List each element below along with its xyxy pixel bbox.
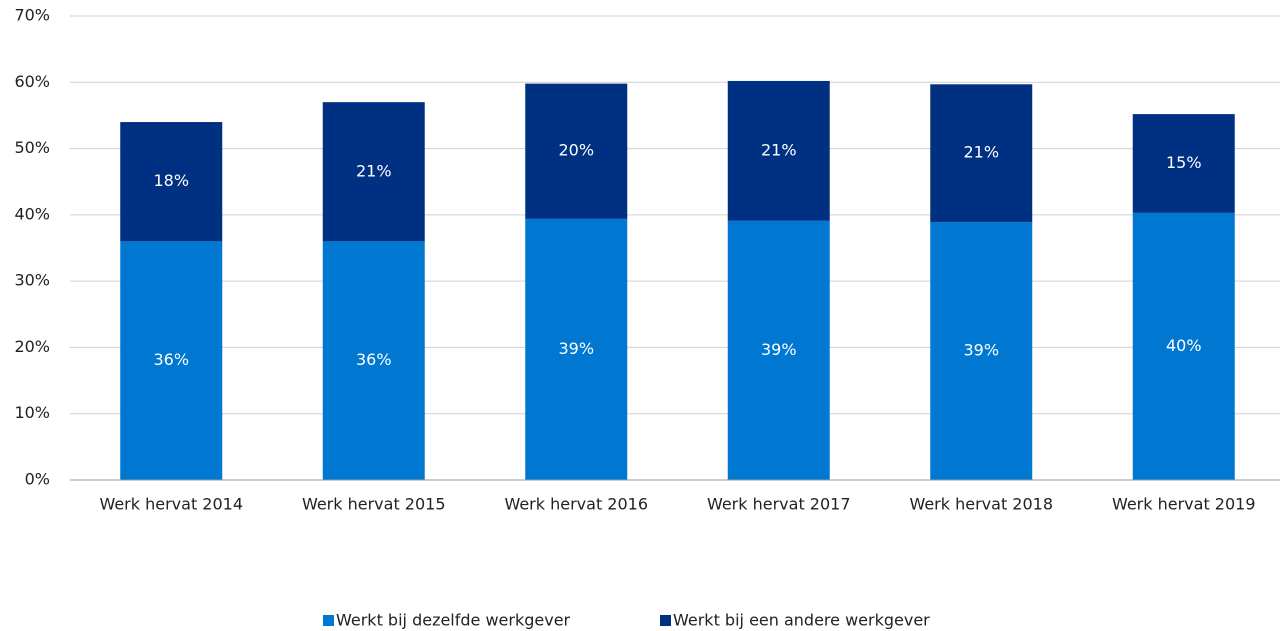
y-tick-label: 20% bbox=[14, 337, 50, 356]
y-tick-label: 30% bbox=[14, 271, 50, 290]
legend-swatch bbox=[660, 615, 671, 626]
x-tick-label: Werk hervat 2019 bbox=[1112, 495, 1256, 514]
x-tick-label: Werk hervat 2018 bbox=[909, 495, 1053, 514]
legend-swatch bbox=[323, 615, 334, 626]
legend-label: Werkt bij een andere werkgever bbox=[673, 611, 930, 630]
data-label: 21% bbox=[761, 140, 797, 159]
y-tick-label: 50% bbox=[14, 138, 50, 157]
y-tick-label: 60% bbox=[14, 72, 50, 91]
data-label: 15% bbox=[1166, 153, 1202, 172]
bar-segment bbox=[120, 122, 223, 242]
y-tick-label: 70% bbox=[14, 6, 50, 25]
legend-label: Werkt bij dezelfde werkgever bbox=[336, 611, 571, 630]
bar-segment bbox=[322, 241, 425, 480]
bar-segment bbox=[930, 222, 1033, 481]
data-label: 18% bbox=[153, 171, 189, 190]
data-label: 39% bbox=[761, 340, 797, 359]
x-tick-label: Werk hervat 2015 bbox=[302, 495, 446, 514]
x-tick-label: Werk hervat 2017 bbox=[707, 495, 851, 514]
data-label: 36% bbox=[153, 350, 189, 369]
data-label: 39% bbox=[963, 341, 999, 360]
bar-segment bbox=[525, 218, 628, 480]
data-label: 40% bbox=[1166, 336, 1202, 355]
bar-segment bbox=[727, 80, 830, 221]
bar-segment bbox=[322, 102, 425, 242]
data-label: 21% bbox=[963, 143, 999, 162]
y-tick-label: 10% bbox=[14, 403, 50, 422]
bar-segment bbox=[525, 83, 628, 219]
x-tick-label: Werk hervat 2014 bbox=[99, 495, 243, 514]
bar-segment bbox=[1132, 212, 1235, 480]
bar-segment bbox=[930, 84, 1033, 223]
y-tick-label: 0% bbox=[25, 470, 50, 489]
data-label: 20% bbox=[558, 141, 594, 160]
bar-segment bbox=[727, 220, 830, 480]
data-label: 21% bbox=[356, 161, 392, 180]
x-tick-label: Werk hervat 2016 bbox=[504, 495, 648, 514]
data-label: 36% bbox=[356, 350, 392, 369]
data-label: 39% bbox=[558, 339, 594, 358]
bar-segment bbox=[120, 241, 223, 480]
bar-segment bbox=[1132, 114, 1235, 213]
y-tick-label: 40% bbox=[14, 204, 50, 223]
